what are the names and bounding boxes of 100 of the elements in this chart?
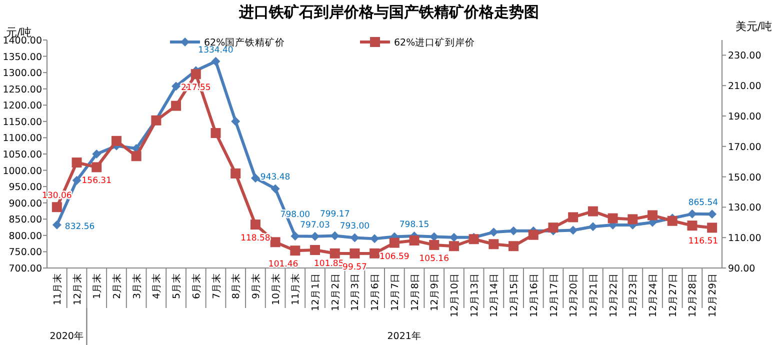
data-label: 99.57 bbox=[342, 262, 367, 272]
y2-axis-title: 美元/吨 bbox=[735, 20, 772, 33]
x-tick-label: 2月末 bbox=[110, 273, 123, 300]
x-tick-label: 12月9日 bbox=[430, 273, 441, 312]
y-tick-label: 1350.00 bbox=[2, 52, 42, 63]
point bbox=[52, 220, 62, 230]
x-tick-label: 9月末 bbox=[250, 273, 262, 300]
x-tick-label: 12月末 bbox=[71, 273, 84, 306]
point bbox=[270, 184, 280, 194]
x-tick-label: 12月16日 bbox=[528, 273, 540, 318]
data-label: 798.15 bbox=[399, 220, 430, 230]
text: 2021年 bbox=[387, 330, 422, 342]
x-tick-label: 3月末 bbox=[130, 273, 143, 300]
point bbox=[230, 168, 241, 178]
y-tick-label: 1050.00 bbox=[2, 150, 42, 160]
x-tick-label: 12月14日 bbox=[489, 273, 500, 318]
y-tick-label: 700.00 bbox=[8, 264, 42, 274]
point bbox=[250, 174, 260, 183]
y-tick-label: 950.00 bbox=[8, 182, 42, 194]
point bbox=[270, 237, 280, 248]
x-tick-label: 4月末 bbox=[150, 273, 163, 300]
x-tick-label: 12月17日 bbox=[548, 273, 560, 318]
data-label: 799.17 bbox=[320, 210, 350, 220]
point bbox=[588, 222, 598, 232]
y-tick-label: 750.00 bbox=[8, 247, 42, 258]
x-tick-label: 12月27日 bbox=[668, 273, 679, 318]
point bbox=[111, 136, 122, 146]
point bbox=[210, 128, 221, 138]
point bbox=[172, 82, 181, 91]
point bbox=[687, 220, 698, 231]
y2-tick-label: 190.00 bbox=[728, 112, 762, 122]
data-label: 156.31 bbox=[82, 176, 112, 186]
chart-title: 进口铁矿石到岸价格与国产铁精矿价格走势图 bbox=[238, 3, 539, 21]
point bbox=[568, 226, 578, 235]
data-label: 106.59 bbox=[380, 252, 410, 262]
x-tick-label: 12月15日 bbox=[509, 273, 520, 318]
point bbox=[568, 212, 578, 222]
x-tick-label: 12月1日 bbox=[310, 273, 322, 312]
x-tick-label: 11月末 bbox=[290, 273, 302, 306]
x-tick-label: 12月13日 bbox=[469, 273, 480, 318]
data-label: 105.16 bbox=[419, 254, 450, 264]
point bbox=[370, 248, 380, 258]
y2-tick-label: 230.00 bbox=[728, 50, 762, 62]
y2-tick-label: 90.00 bbox=[728, 264, 756, 274]
x-tick-label: 12月29日 bbox=[708, 273, 719, 318]
legend-label: 62%进口矿到岸价 bbox=[394, 36, 476, 48]
y2-tick-label: 110.00 bbox=[728, 233, 762, 244]
point bbox=[489, 228, 498, 237]
point bbox=[628, 214, 638, 224]
point bbox=[389, 238, 400, 248]
point bbox=[131, 151, 142, 162]
point bbox=[548, 222, 558, 233]
point bbox=[310, 244, 320, 255]
y-tick-label: 1100.00 bbox=[2, 133, 42, 144]
y-tick-label: 1150.00 bbox=[2, 116, 42, 128]
point bbox=[72, 176, 82, 185]
x-tick-label: 12月22日 bbox=[608, 273, 620, 318]
point bbox=[52, 202, 62, 212]
y-tick-label: 1400.00 bbox=[2, 36, 42, 46]
x-tick-label: 10月末 bbox=[270, 273, 282, 306]
point bbox=[707, 222, 718, 233]
text: 2020年 bbox=[50, 330, 84, 342]
y2-tick-label: 170.00 bbox=[728, 142, 762, 153]
x-tick-label: 12月24日 bbox=[648, 273, 660, 318]
point bbox=[250, 220, 260, 230]
data-label: 101.46 bbox=[268, 260, 298, 270]
point bbox=[72, 158, 82, 168]
point bbox=[608, 213, 618, 224]
point bbox=[667, 216, 678, 226]
point bbox=[488, 239, 499, 250]
x-tick-label: 1月末 bbox=[91, 273, 104, 300]
point bbox=[468, 234, 479, 244]
y-tick-label: 850.00 bbox=[8, 214, 42, 226]
point bbox=[528, 230, 538, 240]
x-tick-label: 7月末 bbox=[210, 273, 222, 300]
point bbox=[350, 248, 360, 258]
point bbox=[409, 235, 420, 246]
x-tick-label: 12月8日 bbox=[410, 273, 421, 312]
x-tick-label: 8月末 bbox=[230, 273, 242, 300]
point bbox=[330, 248, 340, 258]
y-tick-label: 800.00 bbox=[8, 230, 42, 242]
data-label: 865.54 bbox=[688, 198, 718, 208]
y-tick-label: 1200.00 bbox=[2, 100, 42, 112]
x-tick-label: 12月3日 bbox=[350, 273, 362, 312]
y-tick-label: 1000.00 bbox=[2, 166, 42, 177]
point bbox=[92, 150, 102, 158]
point bbox=[290, 246, 300, 256]
point bbox=[508, 241, 519, 252]
x-tick-label: 12月28日 bbox=[688, 273, 699, 318]
x-tick-label: 12月20日 bbox=[568, 273, 580, 318]
y-tick-label: 1250.00 bbox=[2, 84, 42, 96]
x-tick-label: 12月6日 bbox=[370, 273, 382, 312]
y-tick-label: 1300.00 bbox=[2, 68, 42, 80]
x-tick-label: 12月21日 bbox=[588, 273, 600, 318]
data-label: 797.03 bbox=[300, 220, 330, 230]
data-label: 101.85 bbox=[314, 258, 344, 269]
x-tick-label: 12月2日 bbox=[330, 273, 342, 312]
data-label: 118.58 bbox=[240, 234, 270, 244]
data-label: 832.56 bbox=[64, 222, 95, 232]
point bbox=[648, 210, 658, 220]
